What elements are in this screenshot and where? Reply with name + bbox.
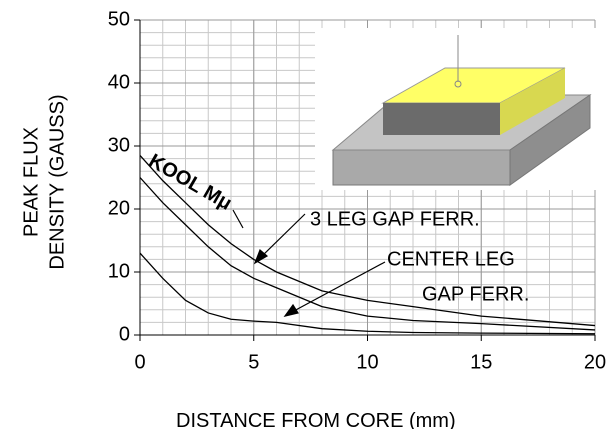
arrow-head — [285, 305, 298, 316]
y-tick-label: 50 — [108, 8, 130, 30]
arrow-head — [255, 250, 267, 263]
base-front — [333, 150, 510, 185]
annotation: 3 LEG GAP FERR. — [310, 208, 480, 230]
y-axis-label: PEAK FLUX — [20, 127, 42, 237]
x-tick-label: 20 — [584, 351, 606, 373]
annotation: KOOL Mμ — [145, 150, 236, 215]
arrow-line — [233, 210, 243, 228]
y-tick-label: 20 — [108, 197, 130, 219]
y-axis-label: DENSITY (GAUSS) — [46, 94, 68, 269]
y-tick-label: 10 — [108, 260, 130, 282]
y-tick-label: 40 — [108, 71, 130, 93]
x-tick-label: 15 — [470, 351, 492, 373]
annotation: CENTER LEG — [387, 248, 515, 270]
inset-illustration — [315, 28, 597, 190]
chart: DISTANCE FROM CORE (mm) PEAK FLUX DENSIT… — [0, 0, 611, 429]
arrow-line — [292, 262, 385, 312]
y-tick-label: 30 — [108, 134, 130, 156]
arrow-line — [260, 214, 305, 258]
annotation: GAP FERR. — [422, 283, 529, 305]
x-tick-label: 10 — [356, 351, 378, 373]
y-tick-label: 0 — [119, 323, 130, 345]
x-axis-label: DISTANCE FROM CORE (mm) — [176, 410, 456, 429]
x-tick-label: 5 — [248, 351, 259, 373]
core-front — [383, 103, 500, 135]
x-tick-label: 0 — [134, 351, 145, 373]
